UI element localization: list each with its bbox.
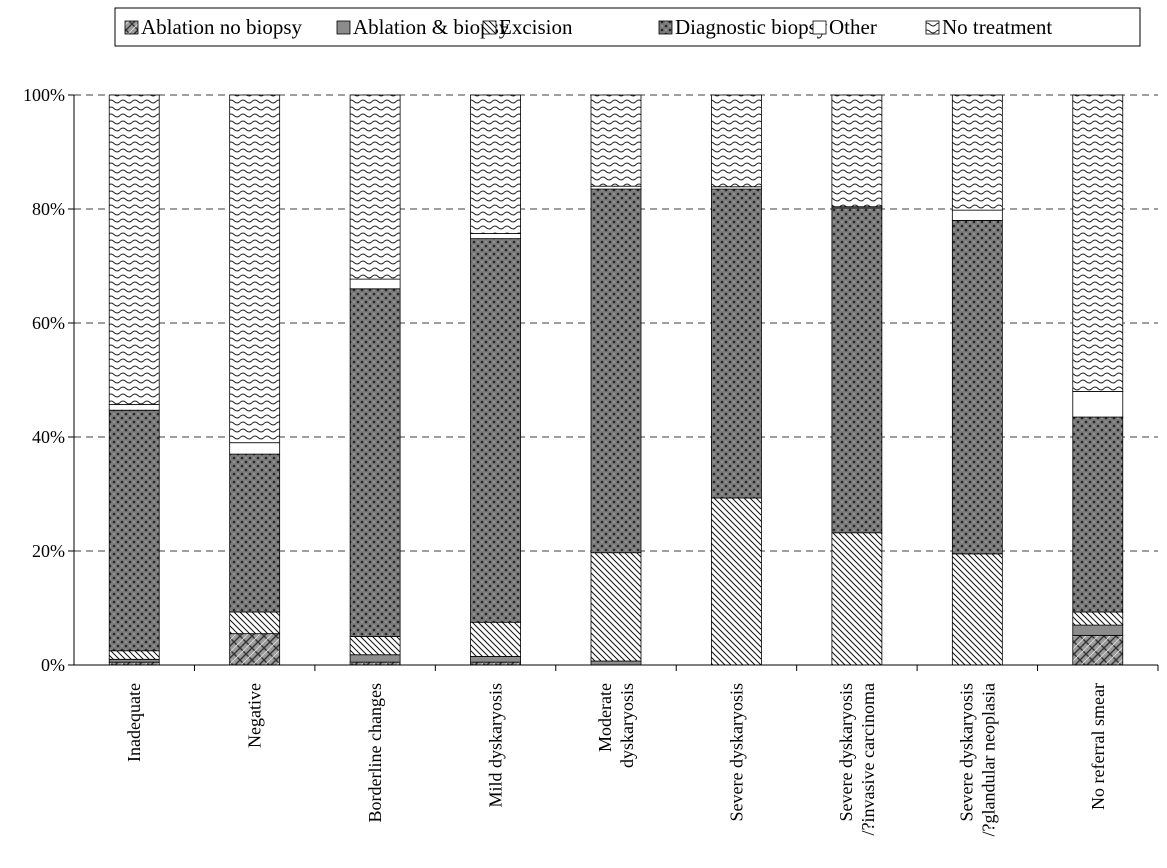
x-tick-label-line: Inadequate <box>124 683 144 762</box>
x-axis-labels: Inadequate Negative Borderline changes Mild… <box>124 665 1159 836</box>
bar-segment-other <box>470 233 521 240</box>
y-tick-label: 60% <box>32 313 65 333</box>
bar-segment-diagnostic-biopsy <box>349 288 401 637</box>
y-tick-label: 20% <box>32 541 65 561</box>
bar-segment-excision <box>590 552 642 662</box>
x-tick-label: Negative <box>245 683 265 748</box>
y-axis: 0% 20% 40% 60% 80% 100% <box>23 85 74 675</box>
bar-segment-diagnostic-biopsy <box>1072 416 1124 613</box>
bar-segment-diagnostic-biopsy <box>108 409 160 652</box>
bar-segment-diagnostic-biopsy <box>229 453 281 613</box>
bar-segment-no-treatment <box>229 94 281 444</box>
bar-segment-diagnostic-biopsy <box>831 207 883 534</box>
bar-segment-other <box>590 185 642 190</box>
x-tick-label: Inadequate <box>124 683 144 762</box>
legend-swatch-ablation-no-biopsy <box>124 20 139 35</box>
x-tick-label: Moderate dyskaryosis <box>595 683 637 768</box>
legend-label-other: Other <box>829 15 877 39</box>
x-tick-label-line: Borderline changes <box>365 683 385 822</box>
x-tick-label: Severe dyskaryosis <box>726 683 746 821</box>
bar-segment-excision <box>831 532 883 666</box>
x-tick-label: Severe dyskaryosis/?invasive carcinoma <box>836 683 878 835</box>
legend-swatch-excision <box>482 20 497 35</box>
legend-label-ablation-no-biopsy: Ablation no biopsy <box>141 15 302 39</box>
legend: Ablation no biopsy Ablation & biopsyExcis… <box>114 7 1141 47</box>
x-tick-label: No referral smear <box>1088 683 1108 810</box>
bar-segment-diagnostic-biopsy <box>951 219 1003 555</box>
bar-segment-ablation-biopsy <box>1072 624 1124 636</box>
x-tick-label-line: dyskaryosis <box>617 683 637 768</box>
bar-segment-excision <box>1072 611 1124 626</box>
x-tick-label: Mild dyskaryosis <box>486 683 506 808</box>
bar-segment-no-treatment <box>108 94 160 405</box>
bar-segment-diagnostic-biopsy <box>590 188 642 554</box>
x-tick-label-line: Mild dyskaryosis <box>486 683 506 808</box>
x-tick-label: Severe dyskaryosis/?glandular neoplasia <box>956 683 998 836</box>
bar-segment-no-treatment <box>470 94 521 234</box>
legend-label-diagnostic-biopsy: Diagnostic biopsy <box>675 15 828 39</box>
bar-segment-no-treatment <box>951 94 1003 211</box>
bar-segment-diagnostic-biopsy <box>711 188 762 499</box>
bar-segment-other <box>108 404 160 411</box>
bar-segment-ablation-no-biopsy <box>229 633 281 666</box>
legend-swatch-other <box>812 20 827 35</box>
legend-swatch-ablation-biopsy <box>336 20 351 35</box>
x-tick-label-line: Severe dyskaryosis <box>726 683 746 821</box>
bar-segment-no-treatment <box>349 94 401 280</box>
bar-segment-no-treatment <box>590 94 642 187</box>
legend-label-excision: Excision <box>499 15 573 39</box>
x-tick-label-line: Severe dyskaryosis <box>836 683 856 821</box>
bar-segment-diagnostic-biopsy <box>470 238 521 623</box>
bar-segment-no-treatment <box>831 94 883 208</box>
bar-segment-ablation-biopsy <box>349 654 401 663</box>
bar-segment-ablation-biopsy <box>470 656 521 663</box>
bar-segment-excision <box>108 650 160 660</box>
y-tick-label: 100% <box>23 85 65 105</box>
bar-segment-other <box>229 442 281 455</box>
bar-segment-ablation-biopsy <box>108 658 160 663</box>
bar-segment-excision <box>470 621 521 657</box>
bar-segment-ablation-no-biopsy <box>1072 634 1124 666</box>
bar-segment-other <box>1072 390 1124 418</box>
bar-segment-excision <box>349 636 401 656</box>
bar-segment-other <box>951 209 1003 221</box>
y-tick-label: 80% <box>32 199 65 219</box>
bar-segment-no-treatment <box>711 94 762 188</box>
y-tick-label: 0% <box>41 655 65 675</box>
x-tick-label-line: Negative <box>245 683 265 748</box>
bars <box>108 94 1124 666</box>
x-tick-label-line: No referral smear <box>1088 683 1108 810</box>
bar-segment-excision <box>951 553 1003 666</box>
x-tick-label: Borderline changes <box>365 683 385 822</box>
y-tick-label: 40% <box>32 427 65 447</box>
bar-segment-excision <box>711 497 762 666</box>
legend-swatch-diagnostic-biopsy <box>658 20 673 35</box>
x-tick-label-line: Severe dyskaryosis <box>956 683 976 821</box>
legend-label-no-treatment: No treatment <box>942 15 1052 39</box>
x-tick-label-line: /?invasive carcinoma <box>858 683 878 835</box>
bar-segment-excision <box>229 611 281 635</box>
legend-frame <box>114 7 1141 47</box>
x-tick-label-line: Moderate <box>595 683 615 752</box>
bar-segment-other <box>349 278 401 290</box>
x-tick-label-line: /?glandular neoplasia <box>978 683 998 836</box>
bar-segment-ablation-biopsy <box>590 660 642 666</box>
bar-segment-no-treatment <box>1072 94 1124 392</box>
legend-swatch-no-treatment <box>925 20 940 35</box>
